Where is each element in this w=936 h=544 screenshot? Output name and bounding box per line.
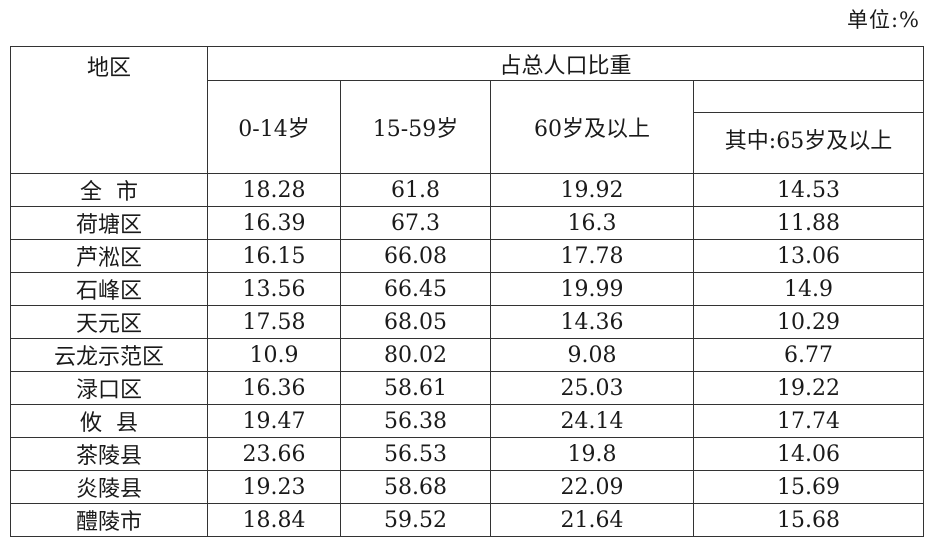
cell-65-plus: 14.53: [692, 173, 925, 207]
cell-region: 云龙示范区: [10, 338, 208, 372]
cell-15-59: 61.8: [340, 173, 491, 207]
table-row: 天元区 17.58 68.05 14.36 10.29: [10, 305, 925, 339]
cell-15-59: 66.08: [340, 239, 491, 273]
population-share-table: 地区 占总人口比重 0-14岁 15-59岁 60岁及以上 其中:65岁及以上: [10, 46, 925, 537]
cell-15-59: 68.05: [340, 305, 491, 339]
table-row: 炎陵县 19.23 58.68 22.09 15.69: [10, 470, 925, 504]
cell-0-14: 19.23: [207, 470, 341, 504]
cell-region: 攸 县: [10, 404, 208, 438]
cell-65-plus: 14.06: [692, 437, 925, 471]
header-0-14: 0-14岁: [207, 80, 341, 174]
cell-15-59: 67.3: [340, 206, 491, 240]
cell-65-plus: 11.88: [692, 206, 925, 240]
cell-0-14: 17.58: [207, 305, 341, 339]
cell-65-plus: 13.06: [692, 239, 925, 273]
cell-65-plus: 15.69: [692, 470, 925, 504]
cell-60-plus: 9.08: [490, 338, 694, 372]
cell-15-59: 58.68: [340, 470, 491, 504]
cell-60-plus: 25.03: [490, 371, 694, 405]
table-row: 渌口区 16.36 58.61 25.03 19.22: [10, 371, 925, 405]
header-group-label: 占总人口比重: [499, 53, 632, 79]
cell-65-plus: 10.29: [692, 305, 925, 339]
cell-65-plus: 14.9: [692, 272, 925, 306]
cell-0-14: 18.28: [207, 173, 341, 207]
header-row-2: 0-14岁 15-59岁 60岁及以上 其中:65岁及以上: [11, 80, 925, 174]
header-row-1: 地区 占总人口比重: [10, 46, 925, 174]
cell-65-plus: 17.74: [692, 404, 925, 438]
header-region-label: 地区: [86, 56, 131, 81]
header-60-plus-label: 60岁及以上: [534, 117, 650, 142]
cell-65-plus: 19.22: [692, 371, 925, 405]
table-row: 醴陵市 18.84 59.52 21.64 15.68: [10, 503, 925, 537]
cell-60-plus: 24.14: [490, 404, 694, 438]
cell-15-59: 59.52: [340, 503, 491, 537]
cell-60-plus: 22.09: [490, 470, 694, 504]
header-group: 占总人口比重: [206, 46, 925, 81]
table-body: 全 市 18.28 61.8 19.92 14.53 荷塘区 16.39 67.…: [10, 173, 925, 537]
cell-0-14: 13.56: [207, 272, 341, 306]
cell-region: 芦淞区: [10, 239, 208, 273]
cell-60-plus: 19.99: [490, 272, 694, 306]
cell-65-plus: 15.68: [692, 503, 925, 537]
header-region: 地区: [10, 46, 208, 174]
cell-0-14: 19.47: [207, 404, 341, 438]
header-15-59-label: 15-59岁: [372, 117, 459, 142]
cell-0-14: 18.84: [207, 503, 341, 537]
cell-65-plus: 6.77: [692, 338, 925, 372]
cell-region: 天元区: [10, 305, 208, 339]
cell-60-plus: 19.8: [490, 437, 694, 471]
table-row: 云龙示范区 10.9 80.02 9.08 6.77: [10, 338, 925, 372]
unit-note: 单位:%: [846, 8, 920, 32]
cell-0-14: 10.9: [207, 338, 341, 372]
header-65-plus: 其中:65岁及以上: [692, 80, 925, 174]
header-0-14-label: 0-14岁: [238, 117, 310, 142]
cell-60-plus: 21.64: [490, 503, 694, 537]
cell-region: 茶陵县: [10, 437, 208, 471]
table-row: 全 市 18.28 61.8 19.92 14.53: [10, 173, 925, 207]
header-60-plus: 60岁及以上: [490, 80, 694, 174]
cell-region: 石峰区: [10, 272, 208, 306]
cell-15-59: 56.53: [340, 437, 491, 471]
table-row: 石峰区 13.56 66.45 19.99 14.9: [10, 272, 925, 306]
cell-60-plus: 17.78: [490, 239, 694, 273]
cell-region: 全 市: [10, 173, 208, 207]
table-row: 攸 县 19.47 56.38 24.14 17.74: [10, 404, 925, 438]
table-row: 茶陵县 23.66 56.53 19.8 14.06: [10, 437, 925, 471]
cell-region: 炎陵县: [10, 470, 208, 504]
cell-15-59: 80.02: [340, 338, 491, 372]
cell-region: 渌口区: [10, 371, 208, 405]
header-divider: [694, 112, 924, 113]
cell-0-14: 16.39: [207, 206, 341, 240]
cell-15-59: 58.61: [340, 371, 491, 405]
cell-0-14: 16.36: [207, 371, 341, 405]
cell-60-plus: 14.36: [490, 305, 694, 339]
table-row: 荷塘区 16.39 67.3 16.3 11.88: [10, 206, 925, 240]
cell-0-14: 23.66: [207, 437, 341, 471]
cell-15-59: 66.45: [340, 272, 491, 306]
cell-60-plus: 19.92: [490, 173, 694, 207]
cell-region: 醴陵市: [10, 503, 208, 537]
header-15-59: 15-59岁: [340, 80, 491, 174]
cell-60-plus: 16.3: [490, 206, 694, 240]
header-65-plus-label: 其中:65岁及以上: [724, 129, 893, 154]
table-row: 芦淞区 16.15 66.08 17.78 13.06: [10, 239, 925, 273]
cell-0-14: 16.15: [207, 239, 341, 273]
cell-15-59: 56.38: [340, 404, 491, 438]
cell-region: 荷塘区: [10, 206, 208, 240]
